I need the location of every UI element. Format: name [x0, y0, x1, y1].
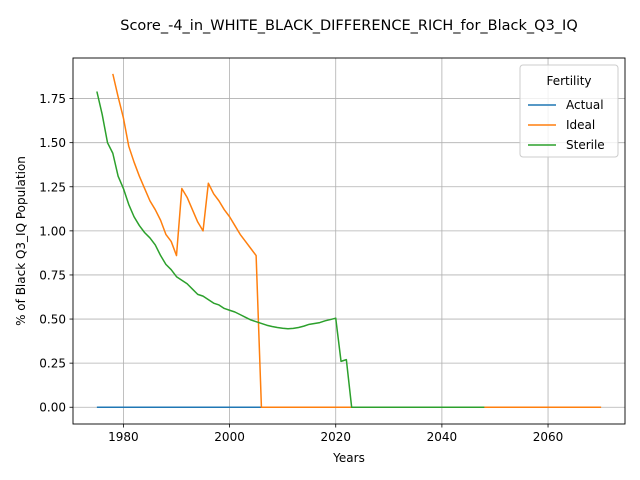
legend-items: Actual Ideal Sterile — [528, 98, 605, 152]
legend-label-ideal: Ideal — [566, 118, 595, 132]
plot-area-frame — [72, 57, 626, 425]
legend: Fertility Actual Ideal Sterile — [519, 64, 619, 158]
y-tick-label: 0.75 — [39, 268, 66, 282]
chart-title: Score_-4_in_WHITE_BLACK_DIFFERENCE_RICH_… — [120, 18, 578, 34]
legend-box — [519, 64, 619, 158]
y-tick-label: 0.25 — [39, 357, 66, 371]
x-axis-label: Years — [332, 451, 365, 465]
legend-title: Fertility — [546, 74, 591, 88]
y-tick-label: 0.00 — [39, 401, 66, 415]
series-line-ideal — [112, 73, 602, 408]
y-axis: 0.00 0.25 0.50 0.75 1.00 1.25 1.50 1.75 — [39, 92, 73, 415]
x-tick-label: 1980 — [108, 430, 139, 444]
y-tick-label: 1.50 — [39, 136, 66, 150]
y-tick-label: 1.25 — [39, 180, 66, 194]
x-tick-label: 2060 — [533, 430, 564, 444]
x-tick-label: 2000 — [214, 430, 245, 444]
x-tick-label: 2040 — [427, 430, 458, 444]
legend-label-actual: Actual — [566, 98, 604, 112]
y-axis-label: % of Black Q3_IQ Population — [14, 156, 28, 326]
series-group — [96, 73, 602, 408]
x-axis: 1980 2000 2020 2040 2060 — [108, 424, 563, 444]
y-tick-label: 1.75 — [39, 92, 66, 106]
y-tick-label: 1.00 — [39, 224, 66, 238]
x-tick-label: 2020 — [320, 430, 351, 444]
y-tick-label: 0.50 — [39, 313, 66, 327]
grid-lines — [73, 58, 625, 424]
series-line-sterile — [96, 91, 485, 408]
legend-label-sterile: Sterile — [566, 138, 605, 152]
